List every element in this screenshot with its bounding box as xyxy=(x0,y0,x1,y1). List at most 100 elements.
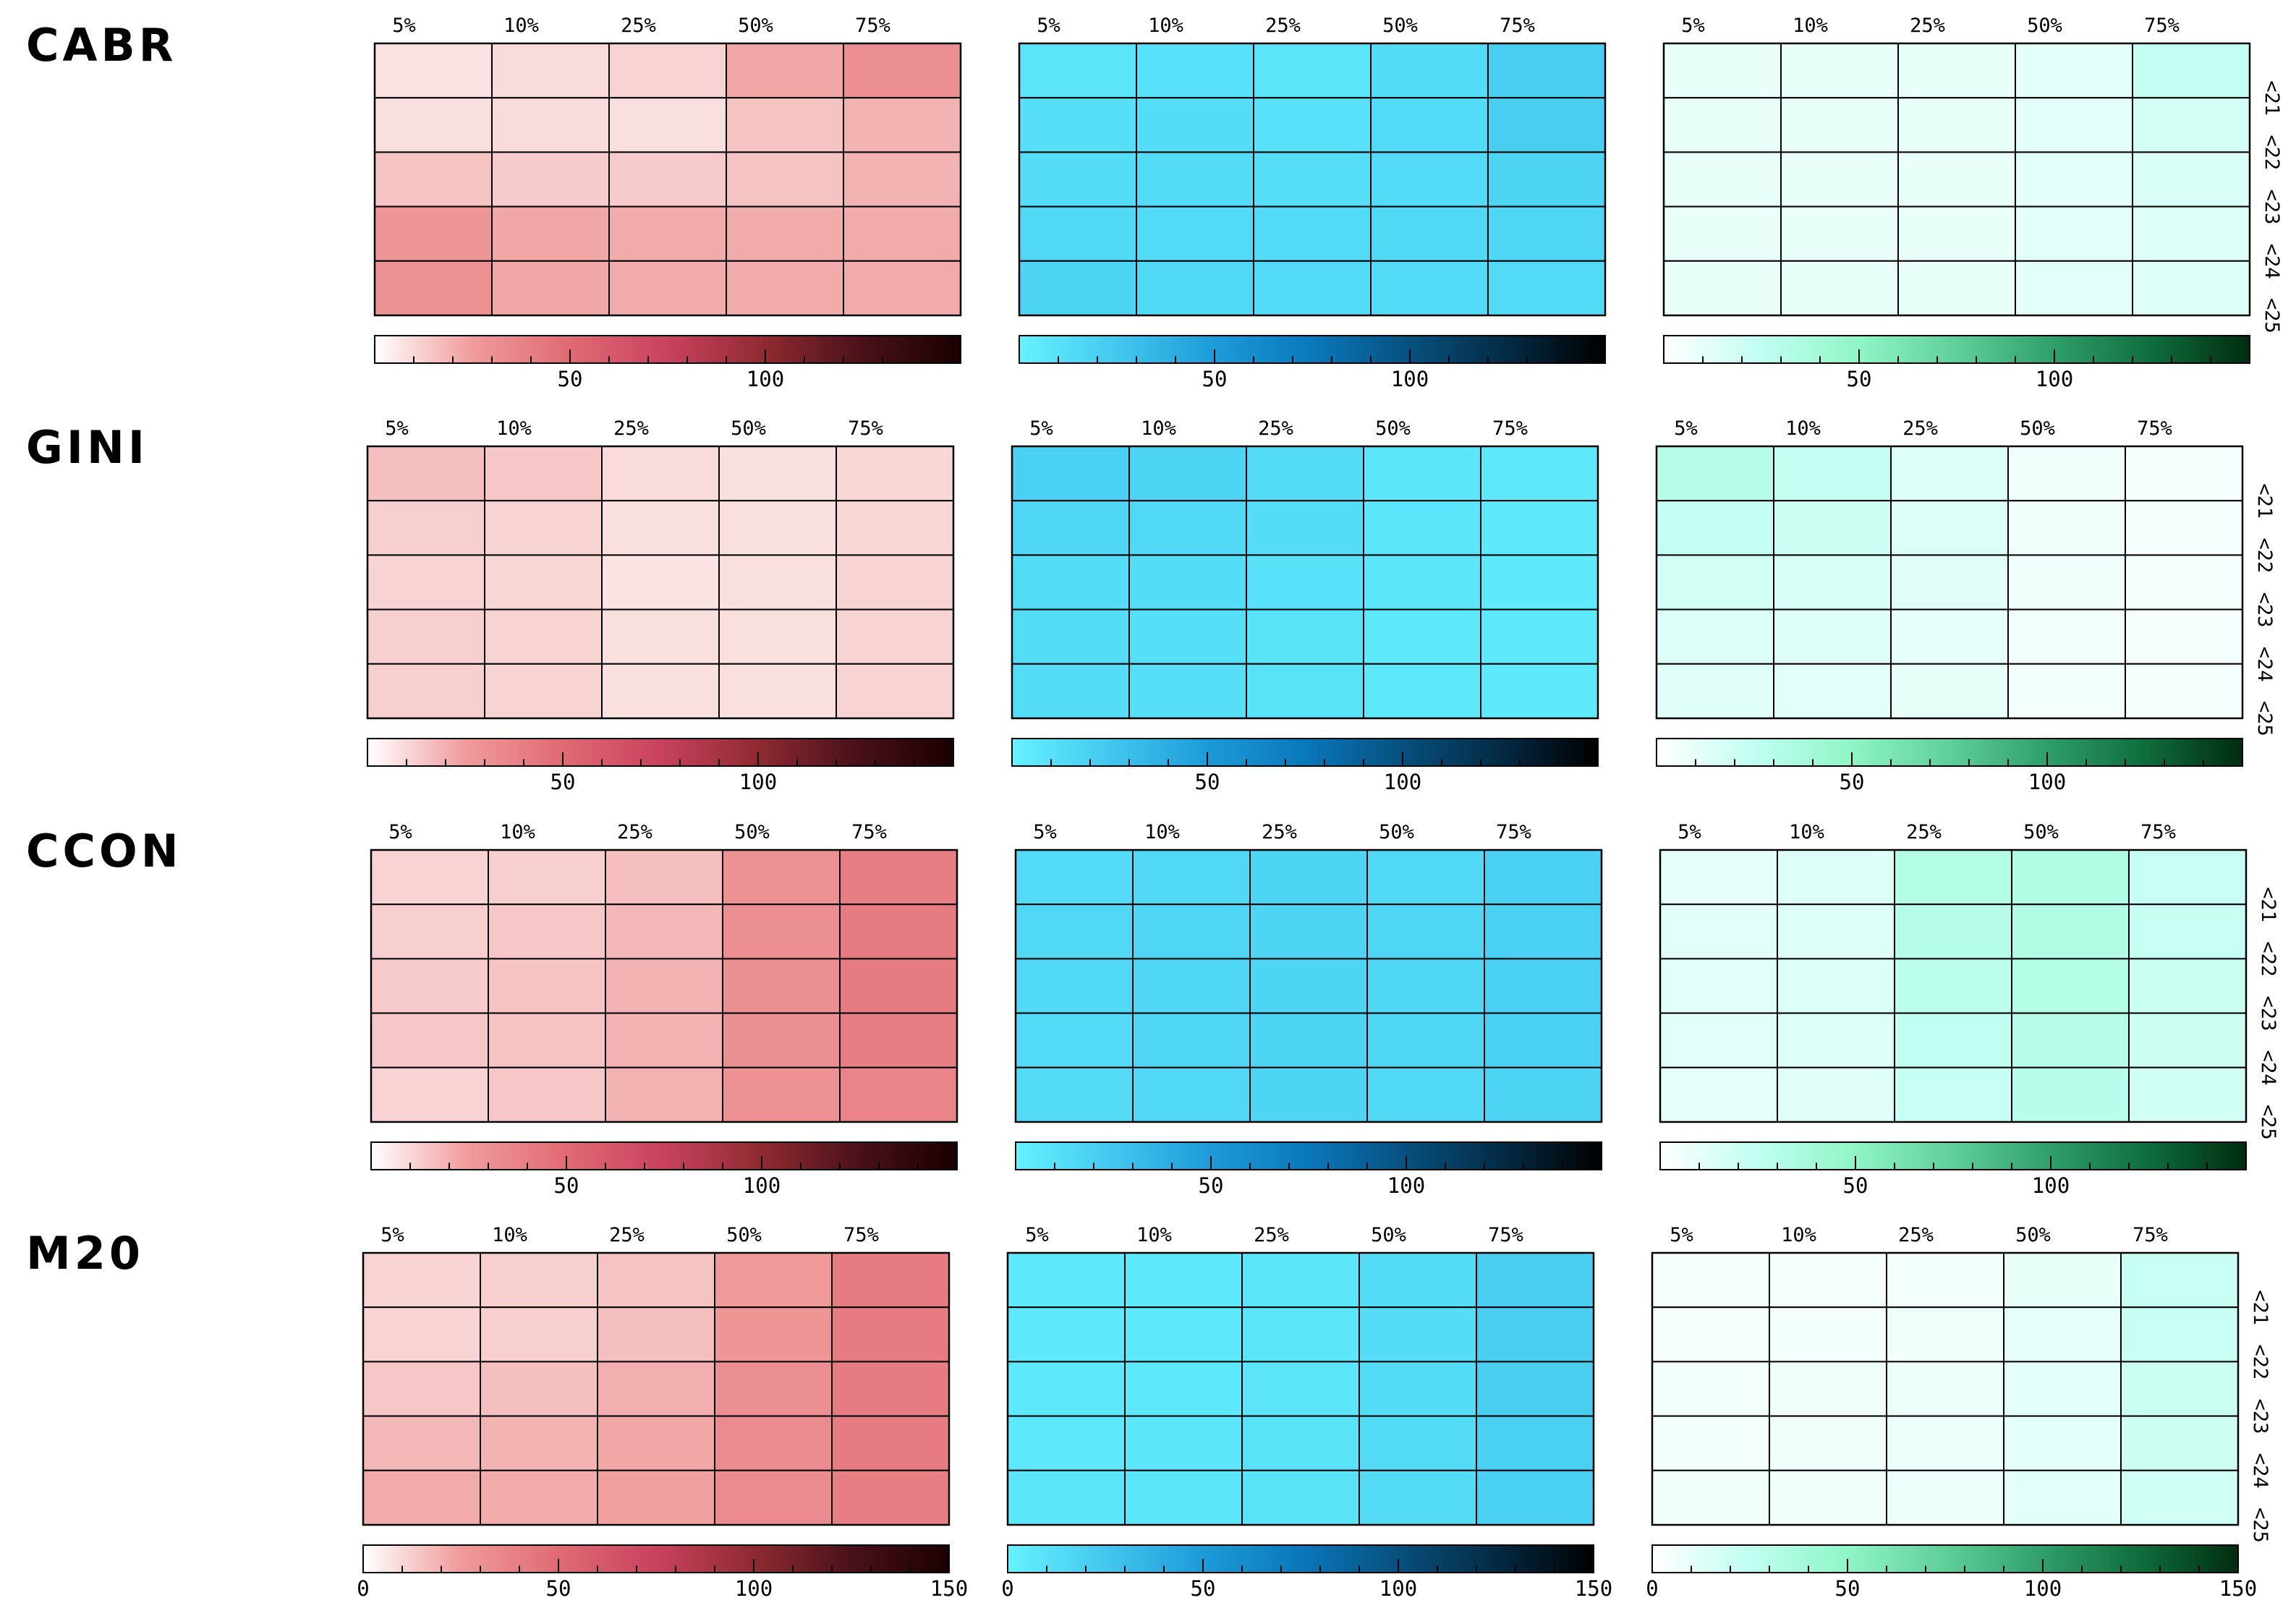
heatmap-cell xyxy=(1777,1066,1895,1123)
row-label: <22 xyxy=(2261,135,2283,170)
colorbar-tick-label: 0 xyxy=(1646,1576,1658,1601)
heatmap-cell xyxy=(1656,500,1774,556)
heatmap-cell xyxy=(1007,1361,1126,1417)
colorbar-tick-label: 100 xyxy=(739,770,777,794)
heatmap-cell xyxy=(1886,1361,2004,1417)
heatmap-cell xyxy=(1136,43,1254,99)
heatmap-cell xyxy=(1007,1415,1126,1471)
heatmap-cell xyxy=(2120,1469,2239,1526)
heatmap-cell xyxy=(480,1252,598,1309)
colorbar-tick-label: 50 xyxy=(1199,1173,1224,1198)
heatmap-cell xyxy=(1241,1252,1360,1309)
heatmap-cell xyxy=(839,1012,958,1068)
heatmap-cell xyxy=(2125,446,2243,502)
heatmap-cell xyxy=(2011,1012,2130,1068)
heatmap-cell xyxy=(1773,663,1892,719)
heatmap-cell xyxy=(1656,554,1774,611)
heatmap-cell xyxy=(2125,608,2243,665)
column-label: 50% xyxy=(734,821,770,843)
heatmap-cell xyxy=(1651,1306,1770,1363)
heatmap-cell xyxy=(839,958,958,1014)
column-label: 25% xyxy=(609,1224,645,1246)
row-label: <24 xyxy=(2253,647,2276,682)
heatmap-cell xyxy=(1897,205,2016,262)
heatmap-cell xyxy=(362,1361,481,1417)
column-label: 10% xyxy=(1148,14,1183,37)
heatmap-cell xyxy=(1249,1066,1368,1123)
colorbar-tick-label: 100 xyxy=(1384,770,1421,794)
heatmap-cell xyxy=(1663,97,1782,153)
heatmap-cell xyxy=(843,260,961,316)
column-label: 5% xyxy=(380,1224,404,1246)
row-label: <23 xyxy=(2253,592,2276,628)
colorbar-tick-label: 50 xyxy=(1835,1576,1861,1601)
column-label: 50% xyxy=(726,1224,762,1246)
heatmap-cell xyxy=(2011,903,2130,960)
heatmap-cell xyxy=(1656,608,1774,665)
heatmap-cell xyxy=(714,1306,833,1363)
row-label: <21 xyxy=(2261,80,2283,116)
row-label: <25 xyxy=(2249,1507,2271,1543)
heatmap-cell xyxy=(1487,97,1606,153)
heatmap-cell xyxy=(488,958,606,1014)
heatmap-cell xyxy=(831,1252,950,1309)
heatmap-cell xyxy=(1011,663,1130,719)
heatmap-cell xyxy=(831,1469,950,1526)
heatmap-cell xyxy=(1663,43,1782,99)
heatmap-cell xyxy=(1663,151,1782,208)
heatmap-frame xyxy=(366,445,955,720)
heatmap-cell xyxy=(608,151,727,208)
heatmap-cell xyxy=(1363,608,1481,665)
heatmap-cell xyxy=(1777,958,1895,1014)
row-label: <23 xyxy=(2249,1399,2271,1434)
colorbar-tick-label: 100 xyxy=(2024,1576,2062,1601)
colorbar-tick-label: 50 xyxy=(1843,1173,1868,1198)
heatmap-cell xyxy=(1894,1066,2012,1123)
heatmap-cell xyxy=(362,1415,481,1471)
heatmap-cell xyxy=(2007,554,2126,611)
heatmap-cell xyxy=(1132,903,1251,960)
heatmap-cell xyxy=(605,903,723,960)
heatmap-cell xyxy=(370,1012,489,1068)
heatmap-cell xyxy=(722,1066,841,1123)
panel-title-m20: M20 xyxy=(26,1227,144,1280)
heatmap-frame xyxy=(1018,42,1607,317)
colorbar xyxy=(1651,1544,2239,1573)
heatmap-cell xyxy=(362,1306,481,1363)
colorbar-tick-label: 50 xyxy=(1847,367,1872,391)
heatmap-cell xyxy=(1897,43,2016,99)
heatmap-cell xyxy=(605,849,723,906)
heatmap-cell xyxy=(2015,260,2133,316)
heatmap-cell xyxy=(1253,97,1372,153)
heatmap-cell xyxy=(2003,1306,2122,1363)
heatmap-cell xyxy=(1241,1306,1360,1363)
heatmap-cell xyxy=(726,97,844,153)
heatmap-cell xyxy=(1370,205,1489,262)
heatmap-cell xyxy=(1132,958,1251,1014)
column-label: 50% xyxy=(1382,14,1418,37)
column-label: 25% xyxy=(621,14,656,37)
heatmap-cell xyxy=(370,849,489,906)
heatmap-cell xyxy=(2128,1066,2247,1123)
heatmap-cell xyxy=(491,97,610,153)
heatmap-cell xyxy=(1780,97,1899,153)
column-label: 5% xyxy=(1033,821,1057,843)
heatmap-cell xyxy=(2132,205,2250,262)
heatmap-cell xyxy=(1773,554,1892,611)
heatmap-cell xyxy=(1480,446,1599,502)
heatmap-cell xyxy=(1019,205,1137,262)
heatmap-cell xyxy=(484,663,603,719)
heatmap-cell xyxy=(1886,1469,2004,1526)
heatmap-cell xyxy=(362,1252,481,1309)
column-label: 10% xyxy=(1781,1224,1816,1246)
column-label: 75% xyxy=(2144,14,2180,37)
heatmap-cell xyxy=(2132,97,2250,153)
heatmap-cell xyxy=(1124,1469,1243,1526)
heatmap-cell xyxy=(605,1066,723,1123)
heatmap-cell xyxy=(1487,260,1606,316)
heatmap-cell xyxy=(839,849,958,906)
heatmap-cell xyxy=(1780,151,1899,208)
heatmap-cell xyxy=(480,1469,598,1526)
heatmap-cell xyxy=(2128,903,2247,960)
